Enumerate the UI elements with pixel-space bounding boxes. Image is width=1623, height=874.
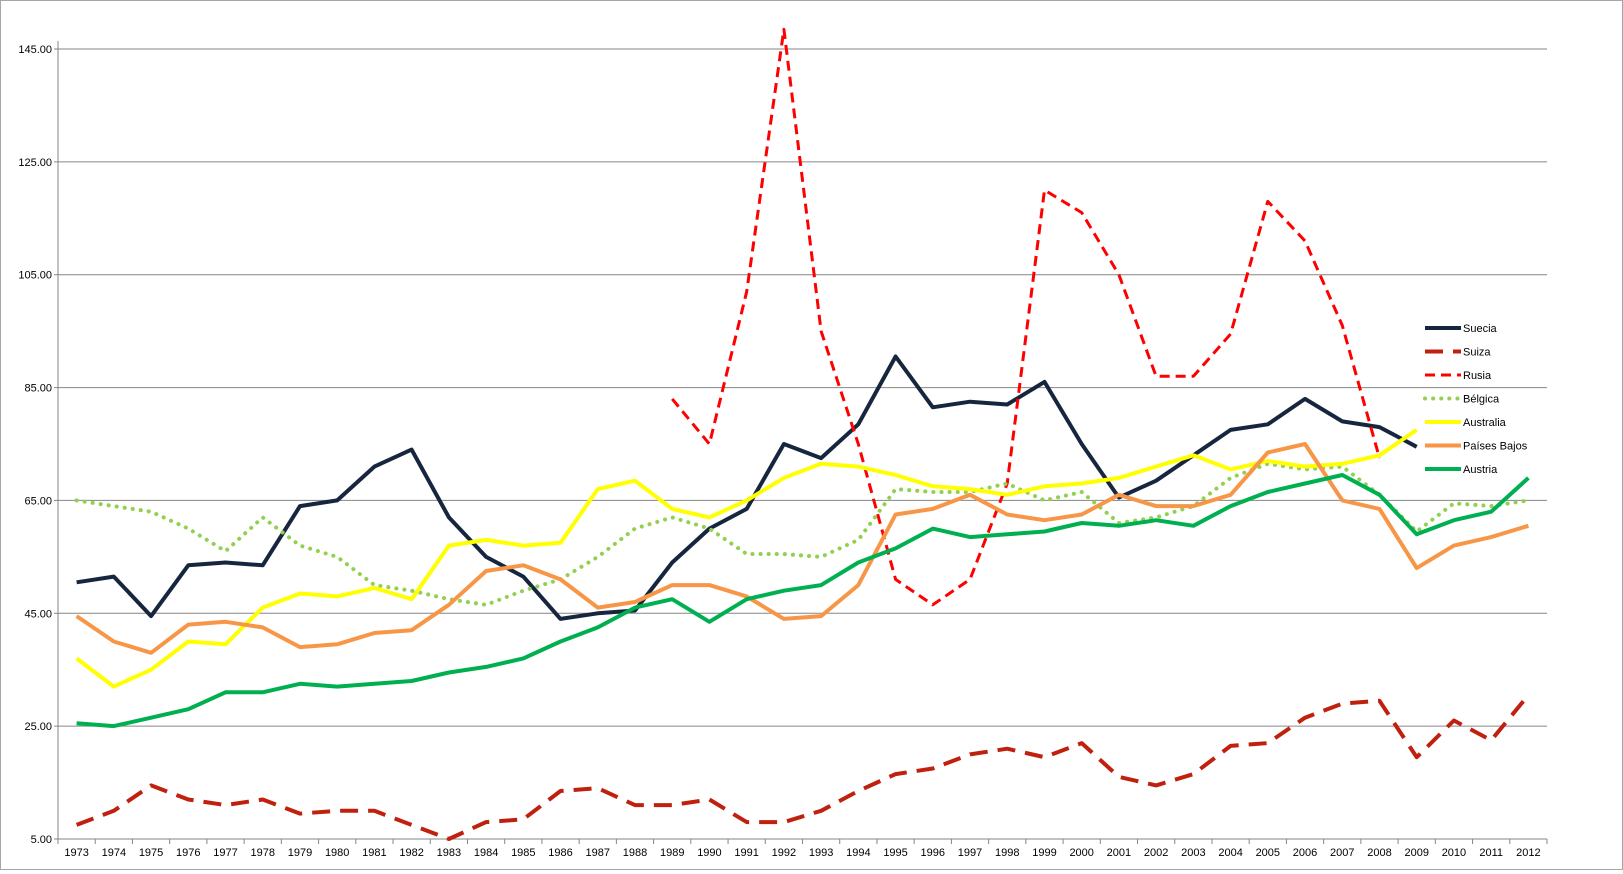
legend-label: Suiza (1463, 347, 1491, 359)
x-tick-label: 1975 (139, 847, 163, 859)
y-tick-label: 45.00 (24, 608, 52, 620)
series-line-suiza (75, 693, 1530, 841)
x-tick-label: 2006 (1293, 847, 1317, 859)
y-tick-label: 125.00 (18, 157, 52, 169)
x-axis: 1973 1974 1975 1976 1977 1978 1979 1980 1981 1982… (57, 838, 1548, 859)
x-tick-label: 2010 (1442, 847, 1466, 859)
x-tick-label: 1979 (288, 847, 312, 859)
x-tick-label: 2005 (1256, 847, 1280, 859)
x-tick-label: 2003 (1181, 847, 1205, 859)
series-line-países-bajos (75, 442, 1529, 655)
series-line-austria (76, 473, 1530, 729)
x-tick-label: 1995 (883, 847, 907, 859)
x-tick-label: 1977 (213, 847, 237, 859)
legend: Suecia Suiza Rusia Bélgica Australia Países B… (1423, 323, 1528, 476)
x-tick-label: 1994 (846, 847, 870, 859)
y-tick-label: 25.00 (24, 721, 52, 733)
series-line-australia (75, 428, 1418, 689)
gridlines (58, 48, 1547, 727)
x-tick-label: 1996 (921, 847, 945, 859)
x-tick-label: 1999 (1032, 847, 1056, 859)
x-tick-label: 1974 (102, 847, 126, 859)
x-tick-label: 2008 (1367, 847, 1391, 859)
x-tick-label: 1984 (474, 847, 498, 859)
x-tick-label: 1988 (623, 847, 647, 859)
y-tick-label: 145.00 (18, 44, 52, 56)
x-tick-label: 1978 (250, 847, 274, 859)
plot-area (74, 27, 1531, 841)
x-tick-label: 1992 (772, 847, 796, 859)
legend-label: Suecia (1463, 323, 1498, 335)
legend-label: Bélgica (1463, 394, 1500, 406)
x-tick-label: 1986 (548, 847, 572, 859)
x-tick-label: 1998 (995, 847, 1019, 859)
x-tick-label: 1990 (697, 847, 721, 859)
x-tick-label: 2012 (1516, 847, 1540, 859)
series-line-rusia (671, 27, 1381, 607)
x-tick-label: 2001 (1107, 847, 1131, 859)
x-tick-label: 1980 (325, 847, 349, 859)
series-line-bélgica (74, 461, 1531, 607)
x-tick-label: 2007 (1330, 847, 1354, 859)
x-tick-label: 1981 (362, 847, 386, 859)
legend-label: Austria (1463, 464, 1498, 476)
x-tick-label: 2000 (1069, 847, 1093, 859)
x-tick-label: 1983 (437, 847, 461, 859)
x-tick-label: 1987 (586, 847, 610, 859)
y-tick-label: 5.00 (31, 834, 52, 846)
y-axis: 5.00 25.00 45.00 65.00 85.00 105.00 125.00 145.… (18, 41, 59, 846)
x-tick-label: 1993 (809, 847, 833, 859)
x-tick-label: 1985 (511, 847, 535, 859)
x-tick-label: 1973 (64, 847, 88, 859)
x-tick-label: 1982 (399, 847, 423, 859)
x-tick-label: 1976 (176, 847, 200, 859)
x-tick-label: 2002 (1144, 847, 1168, 859)
x-tick-label: 2011 (1479, 847, 1503, 859)
x-tick-label: 2004 (1218, 847, 1242, 859)
x-tick-label: 1997 (958, 847, 982, 859)
legend-label: Australia (1463, 417, 1507, 429)
x-tick-label: 1991 (734, 847, 758, 859)
x-tick-label: 2009 (1404, 847, 1428, 859)
legend-label: Rusia (1463, 370, 1492, 382)
x-tick-label: 1989 (660, 847, 684, 859)
y-tick-label: 65.00 (24, 495, 52, 507)
y-tick-label: 105.00 (18, 270, 52, 282)
legend-label: Países Bajos (1463, 441, 1528, 453)
y-tick-label: 85.00 (24, 383, 52, 395)
